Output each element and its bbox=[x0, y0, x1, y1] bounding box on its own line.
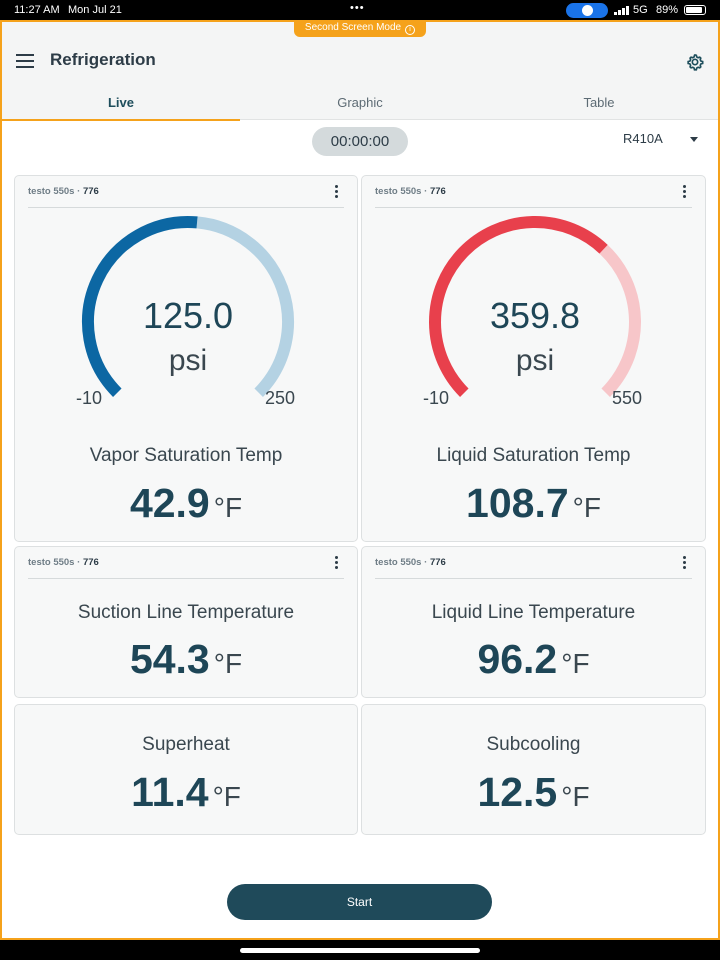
gauge-min-label: -10 bbox=[423, 388, 450, 408]
gauge-track-arc bbox=[599, 244, 641, 397]
navigation-indicator-icon[interactable] bbox=[566, 3, 608, 18]
sensor-card-suction: testo 550s · 776 Suction Line Temperatur… bbox=[14, 546, 358, 698]
status-bar: 11:27 AM Mon Jul 21 ••• 5G 89% bbox=[0, 0, 720, 20]
gear-icon[interactable] bbox=[685, 52, 705, 72]
gauge-card-liquid: testo 550s · 776 359.8 psi -10 550 Liqui… bbox=[361, 175, 706, 542]
tab-bar: Live Graphic Table bbox=[2, 88, 718, 121]
menu-icon[interactable] bbox=[16, 54, 34, 68]
gauge-track-arc bbox=[196, 216, 294, 397]
refrigerant-select[interactable]: R410A bbox=[623, 131, 663, 146]
page-title: Refrigeration bbox=[50, 50, 156, 69]
gauge-card-vapor: testo 550s · 776 125.0 psi -10 250 Vapor… bbox=[14, 175, 358, 542]
metric-label: Vapor Saturation Temp bbox=[89, 445, 283, 466]
metric-label: Liquid Saturation Temp bbox=[436, 445, 631, 466]
gauge-value: 359.8 bbox=[490, 295, 580, 336]
metric-value: 54.3 °F bbox=[129, 636, 243, 682]
calc-card-superheat: Superheat 11.4 °F bbox=[14, 704, 358, 835]
metric-value: 96.2 °F bbox=[477, 636, 590, 682]
more-options-icon[interactable] bbox=[335, 185, 339, 199]
pressure-gauge: 359.8 psi bbox=[429, 216, 641, 397]
metric-label: Suction Line Temperature bbox=[77, 602, 295, 623]
gauge-value: 125.0 bbox=[143, 295, 233, 336]
gauge-unit: psi bbox=[169, 344, 207, 377]
tab-table[interactable]: Table bbox=[583, 95, 615, 110]
device-label: testo 550s · 776 bbox=[28, 557, 99, 568]
info-icon[interactable]: i bbox=[405, 25, 416, 35]
status-time: 11:27 AM bbox=[14, 4, 60, 16]
network-type: 5G bbox=[633, 4, 648, 16]
gauge-max-label: 250 bbox=[265, 388, 296, 408]
tab-live[interactable]: Live bbox=[2, 88, 240, 121]
metric-label: Subcooling bbox=[486, 734, 581, 755]
start-button[interactable]: Start bbox=[227, 884, 492, 920]
gauge-value-arc bbox=[82, 216, 198, 397]
metric-value: 42.9 °F bbox=[129, 480, 243, 526]
device-label: testo 550s · 776 bbox=[375, 186, 446, 197]
gauge-unit: psi bbox=[516, 344, 554, 377]
chevron-down-icon[interactable] bbox=[690, 137, 698, 142]
battery-icon bbox=[684, 5, 706, 15]
more-options-icon[interactable] bbox=[683, 185, 687, 199]
gauge-value-arc bbox=[429, 216, 608, 397]
metric-label: Liquid Line Temperature bbox=[431, 602, 636, 623]
metric-label: Superheat bbox=[142, 734, 230, 755]
device-label: testo 550s · 776 bbox=[28, 186, 99, 197]
multitasking-dots-icon[interactable]: ••• bbox=[350, 2, 365, 14]
device-label: testo 550s · 776 bbox=[375, 557, 446, 568]
tab-graphic[interactable]: Graphic bbox=[337, 95, 383, 110]
gauge-min-label: -10 bbox=[76, 388, 103, 408]
status-date: Mon Jul 21 bbox=[68, 4, 122, 16]
pressure-gauge: 125.0 psi bbox=[82, 216, 294, 397]
more-options-icon[interactable] bbox=[335, 556, 339, 570]
metric-value: 12.5 °F bbox=[477, 769, 590, 815]
more-options-icon[interactable] bbox=[683, 556, 687, 570]
timer-display: 00:00:00 bbox=[312, 127, 408, 156]
second-screen-mode-banner[interactable]: Second Screen Mode i bbox=[294, 20, 426, 37]
app-header: Refrigeration Live Graphic Table bbox=[2, 22, 718, 121]
second-screen-mode-label: Second Screen Mode bbox=[304, 22, 402, 33]
calc-card-subcooling: Subcooling 12.5 °F bbox=[361, 704, 706, 835]
gauge-max-label: 550 bbox=[612, 388, 643, 408]
metric-value: 11.4 °F bbox=[131, 769, 241, 815]
battery-percent: 89% bbox=[656, 4, 679, 16]
sensor-card-liquid-line: testo 550s · 776 Liquid Line Temperature… bbox=[361, 546, 706, 698]
home-indicator[interactable] bbox=[240, 948, 480, 953]
signal-icon bbox=[614, 6, 629, 15]
metric-value: 108.7 °F bbox=[466, 480, 601, 526]
